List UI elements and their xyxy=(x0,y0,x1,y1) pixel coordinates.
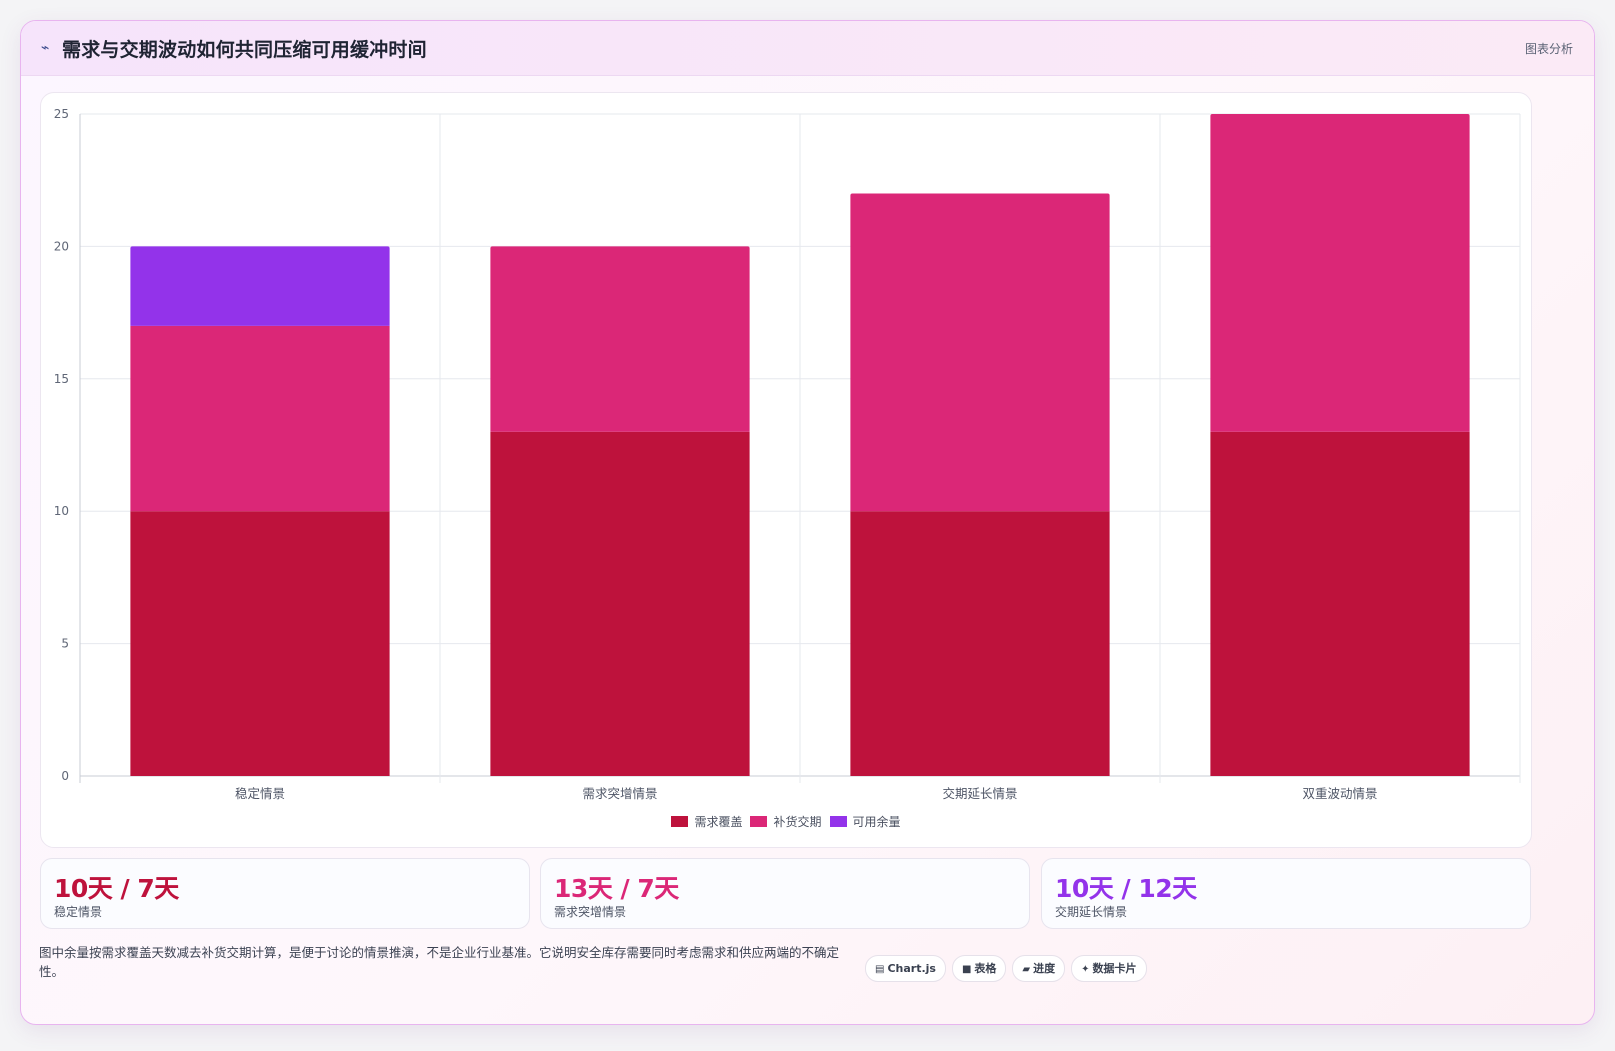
chart-analysis-tag: 图表分析 xyxy=(1524,42,1573,56)
chart-title: 需求与交期波动如何共同压缩可用缓冲时间 xyxy=(62,39,427,61)
x-tick-label: 双重波动情景 xyxy=(1302,786,1377,801)
y-tick-label: 0 xyxy=(61,769,69,783)
bar-segment xyxy=(1210,114,1470,432)
bar-segment xyxy=(490,431,750,776)
stat-label: 需求突增情景 xyxy=(554,905,627,919)
stat-card-stable: 10天 / 7天 稳定情景 xyxy=(40,858,530,929)
stat-value: 13天 / 7天 xyxy=(554,874,679,903)
chart-panel: 0 5 10 15 20 25 稳定情景 需求突增情景 交期延长情景 双重波动情景 需求覆盖 补货交… xyxy=(40,92,1532,848)
chip-label: Chart.js xyxy=(887,962,936,975)
y-tick-label: 5 xyxy=(61,637,69,651)
legend-label: 补货交期 xyxy=(773,815,822,829)
card-header: ⌁ 需求与交期波动如何共同压缩可用缓冲时间 图表分析 xyxy=(21,21,1594,76)
chip-label: 表格 xyxy=(974,962,997,975)
stat-label: 交期延长情景 xyxy=(1055,905,1128,919)
stat-card-demand-surge: 13天 / 7天 需求突增情景 xyxy=(540,858,1030,929)
x-tick-label: 稳定情景 xyxy=(235,786,285,801)
legend-item[interactable]: 补货交期 xyxy=(750,813,822,830)
chart-line-icon: ⌁ xyxy=(41,40,50,56)
y-tick-label: 15 xyxy=(54,372,69,386)
stat-value: 10天 / 12天 xyxy=(1055,874,1197,903)
stat-value: 10天 / 7天 xyxy=(54,874,179,903)
footnote: 图中余量按需求覆盖天数减去补货交期计算，是便于讨论的情景推演，不是企业行业基准。… xyxy=(39,945,840,979)
x-tick-label: 需求突增情景 xyxy=(582,786,657,801)
chip-label: 数据卡片 xyxy=(1092,962,1137,975)
chip-chartjs[interactable]: ▤ Chart.js xyxy=(865,955,946,982)
bar-segment xyxy=(130,325,390,512)
y-tick-label: 10 xyxy=(54,504,69,518)
legend-item[interactable]: 可用余量 xyxy=(829,813,901,830)
feature-chips: ▤ Chart.js ■ 表格 ▰ 进度 ✦ 数据卡片 xyxy=(865,955,1153,982)
chip-label: 进度 xyxy=(1033,962,1056,975)
stat-card-leadtime-extend: 10天 / 12天 交期延长情景 xyxy=(1041,858,1531,929)
chart-icon: ▤ xyxy=(875,964,885,975)
sparkle-icon: ✦ xyxy=(1081,964,1090,975)
chart-legend: 需求覆盖 补货交期 可用余量 xyxy=(41,813,1531,830)
y-tick-label: 20 xyxy=(54,239,69,253)
legend-swatch xyxy=(829,816,847,827)
chip-table[interactable]: ■ 表格 xyxy=(951,955,1007,982)
x-tick-label: 交期延长情景 xyxy=(942,786,1017,801)
bar-segment xyxy=(490,246,750,432)
bar-segment xyxy=(1210,431,1470,776)
legend-label: 需求覆盖 xyxy=(694,815,743,829)
table-icon: ■ xyxy=(961,964,972,975)
stacked-bar-chart: 0 5 10 15 20 25 稳定情景 需求突增情景 交期延长情景 双重波动情景 xyxy=(54,107,1521,801)
legend-item[interactable]: 需求覆盖 xyxy=(671,813,742,830)
progress-icon: ▰ xyxy=(1022,964,1031,975)
y-tick-label: 25 xyxy=(54,107,69,121)
legend-label: 可用余量 xyxy=(852,815,901,829)
bar-segment xyxy=(130,511,390,776)
chip-data-cards[interactable]: ✦ 数据卡片 xyxy=(1071,955,1147,982)
chip-progress[interactable]: ▰ 进度 xyxy=(1012,955,1066,982)
legend-swatch xyxy=(750,816,768,827)
bar-segment xyxy=(850,193,1110,512)
bar-segment xyxy=(850,511,1110,776)
chart-card: ⌁ 需求与交期波动如何共同压缩可用缓冲时间 图表分析 0 5 10 15 20 25 稳定情… xyxy=(20,20,1595,1025)
bar-segment xyxy=(130,246,390,326)
legend-swatch xyxy=(671,816,689,827)
stat-label: 稳定情景 xyxy=(54,905,103,919)
